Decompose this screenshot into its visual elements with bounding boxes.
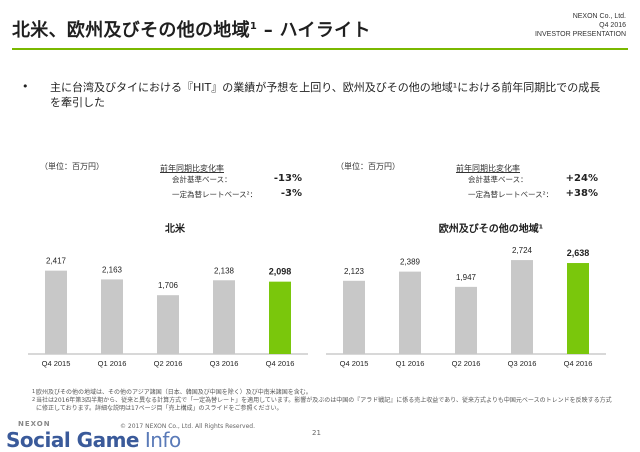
bar [399, 271, 421, 354]
left-chart-title: 北米 [165, 224, 185, 235]
left-yoy-label-constant: 一定為替レートベース²： [172, 190, 258, 199]
bar [343, 280, 365, 354]
footnote-2-number: 2 [32, 397, 36, 403]
corner-info: NEXON Co., Ltd. Q4 2016 INVESTOR PRESENT… [535, 12, 626, 39]
bullet-mark: • [22, 80, 29, 93]
data-label: 2,417 [46, 257, 67, 266]
data-label: 2,638 [567, 248, 590, 258]
right-yoy-label-constant: 一定為替レートベース²： [468, 190, 554, 199]
right-yoy-value-accounting: +24% [565, 173, 598, 184]
page-title: 北米、欧州及びその他の地域1 – ハイライト [12, 20, 371, 41]
bar [45, 270, 67, 354]
x-tick-label: Q4 2016 [564, 359, 593, 368]
x-tick-label: Q3 2016 [210, 359, 239, 368]
bar [269, 281, 291, 354]
bar [157, 295, 179, 354]
copyright: © 2017 NEXON Co., Ltd. All Rights Reserv… [120, 423, 256, 430]
x-tick-label: Q1 2016 [98, 359, 127, 368]
x-tick-label: Q2 2016 [154, 359, 183, 368]
nexon-logo: NEXON [18, 420, 51, 428]
document-type: INVESTOR PRESENTATION [534, 31, 626, 38]
right-yoy-label-accounting: 会計基準ベース： [468, 175, 528, 184]
data-label: 1,706 [158, 281, 179, 290]
data-label: 2,098 [269, 267, 292, 277]
x-tick-label: Q1 2016 [396, 359, 425, 368]
page-number: 21 [312, 429, 321, 437]
x-tick-label: Q4 2016 [266, 359, 295, 368]
bar [511, 260, 533, 354]
bar [567, 263, 589, 354]
footnote-2: 当社は2016年第3四半期から、従来と異なる計算方式で「一定為替レート」を適用し… [36, 397, 612, 412]
data-label: 1,947 [456, 273, 477, 282]
company-name: NEXON Co., Ltd. [572, 13, 626, 20]
right-yoy-value-constant: +38% [565, 188, 598, 199]
north-america-bar-chart: 2,417 Q4 2015 2,163 Q1 2016 1,706 Q2 2016 2,13… [28, 257, 308, 368]
bullet-text: 主に台湾及びタイにおける『HIT』の業績が予想を上回り、欧州及びその他の地域¹に… [50, 81, 601, 109]
x-tick-label: Q4 2015 [42, 359, 71, 368]
watermark-logo: Social Game Info [6, 428, 181, 452]
data-label: 2,123 [344, 267, 365, 276]
right-unit-label: （単位：百万円） [336, 162, 400, 171]
period: Q4 2016 [599, 22, 626, 29]
x-tick-label: Q4 2015 [340, 359, 369, 368]
bar [213, 280, 235, 354]
left-yoy-value-accounting: -13% [273, 173, 302, 184]
right-chart-title: 欧州及びその他の地域¹ [438, 224, 544, 235]
footnote-1-number: 1 [32, 389, 36, 395]
left-yoy-label-accounting: 会計基準ベース： [172, 175, 232, 184]
title-rule [12, 48, 628, 50]
data-label: 2,724 [512, 246, 533, 255]
left-yoy-value-constant: -3% [280, 188, 302, 199]
left-yoy-title: 前年同期比変化率 [160, 164, 224, 173]
x-tick-label: Q2 2016 [452, 359, 481, 368]
data-label: 2,163 [102, 265, 123, 274]
footnote-1: 欧州及びその他の地域は、その他のアジア諸国（日本、韓国及び中国を除く）及び中南米… [36, 389, 312, 396]
europe-other-bar-chart: 2,123 Q4 2015 2,389 Q1 2016 1,947 Q2 2016 2,72… [326, 246, 606, 368]
left-unit-label: （単位：百万円） [40, 162, 104, 171]
data-label: 2,389 [400, 258, 421, 267]
bar [455, 286, 477, 354]
bar [101, 279, 123, 354]
x-tick-label: Q3 2016 [508, 359, 537, 368]
data-label: 2,138 [214, 266, 235, 275]
right-yoy-title: 前年同期比変化率 [456, 164, 520, 173]
